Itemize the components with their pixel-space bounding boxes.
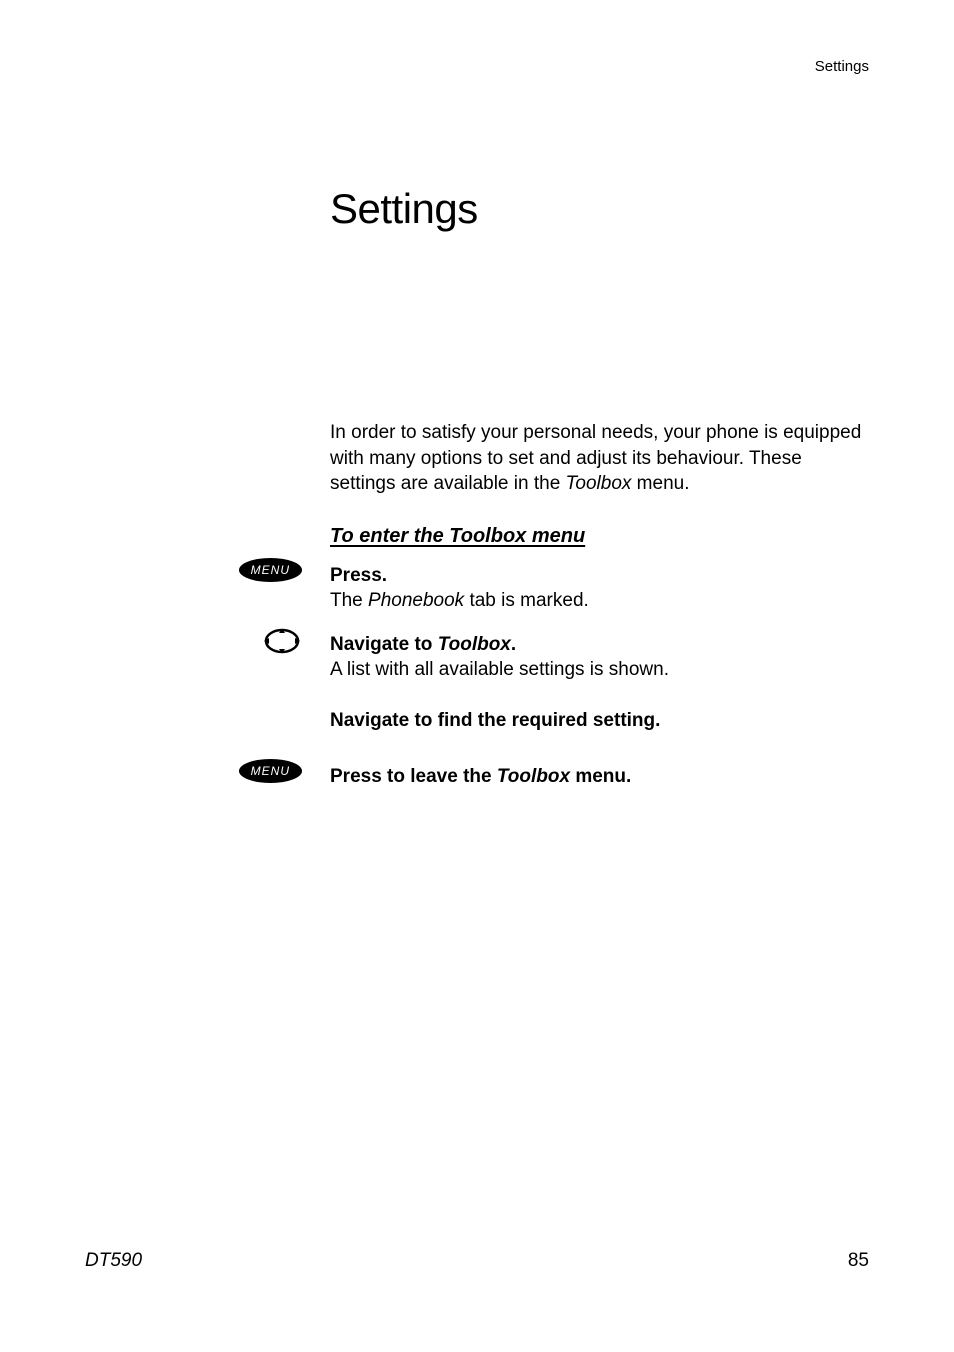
step-row: MENU Press to leave the Toolbox menu.	[0, 759, 954, 790]
step-line2-italic: Phonebook	[368, 590, 464, 611]
step-text: Press to leave the Toolbox menu.	[330, 759, 954, 790]
step-text: Navigate to Toolbox. A list with all ava…	[330, 627, 954, 682]
step-icon-col	[0, 627, 330, 655]
intro-text-post: menu.	[631, 473, 689, 494]
step-icon-col: MENU	[0, 558, 330, 582]
section-subheading: To enter the Toolbox menu	[330, 525, 585, 548]
menu-button-icon: MENU	[239, 558, 302, 582]
step-icon-col: MENU	[0, 759, 330, 783]
page: Settings Settings In order to satisfy yo…	[0, 0, 954, 1352]
step-bold: Navigate to find the required setting.	[330, 710, 660, 731]
step-line2-pre: The	[330, 590, 368, 611]
step-bold-italic: Toolbox	[438, 634, 511, 655]
footer-model: DT590	[85, 1250, 142, 1272]
footer-page-number: 85	[848, 1250, 869, 1272]
step-bold: Press.	[330, 565, 387, 586]
page-title: Settings	[330, 185, 478, 233]
header-section-label: Settings	[815, 58, 869, 75]
step-row: Navigate to find the required setting.	[0, 709, 954, 734]
step-line2: A list with all available settings is sh…	[330, 659, 669, 680]
step-row: MENU Press. The Phonebook tab is marked.	[0, 558, 954, 613]
step-bold-italic: Toolbox	[497, 766, 570, 787]
step-bold-post: .	[511, 634, 516, 655]
menu-button-icon: MENU	[239, 759, 302, 783]
intro-paragraph: In order to satisfy your personal needs,…	[330, 420, 870, 497]
step-text: Press. The Phonebook tab is marked.	[330, 558, 954, 613]
intro-text-italic: Toolbox	[566, 473, 632, 494]
step-bold-pre: Press to leave the	[330, 766, 497, 787]
steps-container: MENU Press. The Phonebook tab is marked.	[0, 558, 954, 798]
step-bold-post: menu.	[570, 766, 631, 787]
page-footer: DT590 85	[85, 1250, 869, 1272]
step-text: Navigate to find the required setting.	[330, 709, 954, 734]
step-line2-post: tab is marked.	[464, 590, 589, 611]
step-bold-pre: Navigate to	[330, 634, 438, 655]
step-row: Navigate to Toolbox. A list with all ava…	[0, 627, 954, 682]
navigation-pad-icon	[262, 627, 302, 655]
